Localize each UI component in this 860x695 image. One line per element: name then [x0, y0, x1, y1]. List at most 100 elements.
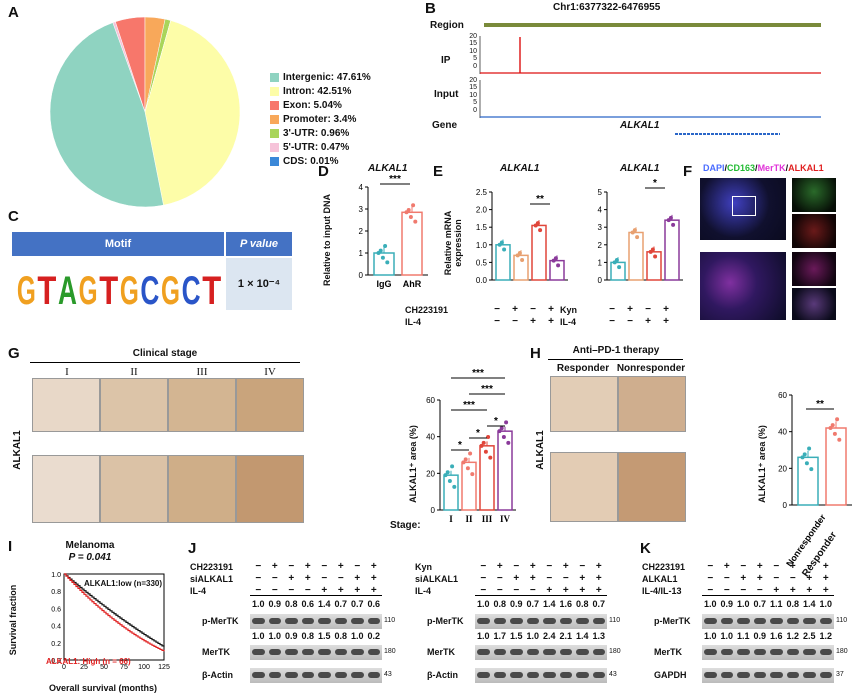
blot-band	[526, 618, 539, 624]
treatment-mark: +	[354, 585, 361, 596]
legend-label: Exon: 5.04%	[283, 99, 342, 111]
legend-label: Intron: 42.51%	[283, 85, 352, 97]
km-curve-high	[64, 573, 165, 652]
motif-header: Motif	[12, 232, 224, 256]
data-point	[465, 466, 470, 471]
blot-band	[819, 649, 832, 655]
treatment-mark: −	[271, 573, 278, 584]
panel-label-j: J	[188, 540, 197, 557]
y-tick-label: 2.5	[476, 188, 488, 197]
data-point	[671, 222, 676, 227]
data-point	[837, 437, 842, 442]
panel-h-ylabel: ALKAL1⁺ area (%)	[757, 425, 767, 503]
quant-value-mertk: 0.9	[753, 631, 767, 641]
x-tick-label: IgG	[377, 279, 392, 289]
bar-chart-e1: 0.0 0.5 1.0 1.5 2.0 2.5 **	[476, 188, 568, 285]
group-label-responder: Responder	[556, 363, 610, 374]
treatment-mark: −	[512, 316, 518, 327]
treatment-mark: −	[304, 585, 311, 596]
y-tick-label: 20	[778, 464, 787, 473]
blot-band	[704, 672, 717, 678]
treatment-mark: +	[595, 561, 602, 572]
y-tick-label: 3	[598, 223, 603, 232]
data-point	[830, 423, 835, 428]
blot-band	[334, 618, 347, 624]
treatment-mark: −	[546, 573, 553, 584]
treatment-mark: +	[663, 304, 669, 315]
blot-band	[367, 618, 380, 624]
input-yticks: 20 15 10 5 0	[469, 77, 477, 114]
quant-value-pmertk: 0.8	[786, 599, 800, 609]
panel-label-d: D	[318, 163, 329, 180]
data-point	[520, 258, 525, 263]
quant-value-pmertk: 0.7	[592, 599, 606, 609]
quant-value-pmertk: 0.7	[526, 599, 540, 609]
panel-label-g: G	[8, 345, 20, 362]
bar	[610, 261, 626, 281]
sig-marker: *	[476, 428, 480, 439]
quant-value-mertk: 1.0	[703, 631, 717, 641]
treatment-mark: +	[548, 316, 554, 327]
blot-band	[803, 649, 816, 655]
data-point	[635, 235, 640, 240]
panel-d-ylabel: Relative to input DNA	[322, 193, 332, 287]
km-high-label: ALKAL1: High (n = 66)	[46, 657, 131, 666]
pie-slice	[144, 20, 241, 206]
stain-label-part: MerTK	[757, 163, 786, 173]
data-point	[653, 254, 658, 259]
blot-band	[737, 672, 750, 678]
blot-strip	[475, 645, 607, 660]
data-point	[499, 426, 504, 431]
bar-chart-d: 0 1 2 3 4 IgG AhR ***	[359, 174, 428, 289]
data-point	[832, 431, 837, 436]
data-point	[468, 451, 473, 456]
treatment-mark: −	[480, 573, 487, 584]
legend-item: Exon: 5.04%	[270, 98, 371, 112]
treatment-label: Kyn	[560, 305, 578, 315]
treatment-mark: +	[822, 561, 829, 572]
lane-divider	[702, 595, 834, 596]
treatment-mark: +	[723, 561, 730, 572]
treatment-mark: −	[529, 585, 536, 596]
blot-band	[252, 649, 265, 655]
legend-swatch	[270, 72, 279, 82]
motif-letter: G	[17, 269, 36, 313]
blot-band	[803, 672, 816, 678]
y-tick-label: 40	[426, 433, 435, 442]
data-point	[506, 440, 511, 445]
treatment-mark: +	[496, 561, 503, 572]
gene-name: ALKAL1	[620, 120, 660, 131]
blot-band	[576, 618, 589, 624]
if-image-overview	[700, 178, 786, 240]
mw-marker: 180	[384, 648, 396, 655]
quant-value-mertk: 1.5	[317, 631, 331, 641]
y-tick-label: 0	[431, 506, 436, 515]
data-point	[809, 467, 814, 472]
quant-value-mertk: 1.2	[819, 631, 833, 641]
treatment-mark: −	[255, 585, 262, 596]
blot-band	[737, 618, 750, 624]
blot-band	[559, 672, 572, 678]
quant-value-pmertk: 0.8	[284, 599, 298, 609]
blot-band	[351, 649, 364, 655]
treatment-mark: −	[740, 585, 747, 596]
treatment-mark: +	[806, 573, 813, 584]
blot-band	[285, 672, 298, 678]
data-point	[497, 429, 502, 434]
y-tick-label: 1.0	[51, 572, 61, 579]
x-tick-label: 25	[80, 664, 88, 671]
blot-band	[819, 618, 832, 624]
blot-band	[301, 649, 314, 655]
quant-value-mertk: 0.8	[301, 631, 315, 641]
blot-label: β-Actin	[202, 670, 233, 680]
blot-band	[704, 649, 717, 655]
treatment-label: IL-4/IL-13	[642, 586, 682, 596]
legend-swatch	[270, 156, 279, 166]
quant-value-pmertk: 0.6	[301, 599, 315, 609]
blot-band	[786, 618, 799, 624]
y-tick-label: 60	[426, 396, 435, 405]
motif-letter: T	[202, 269, 221, 313]
treatment-mark: +	[354, 573, 361, 584]
quant-value-pmertk: 1.0	[819, 599, 833, 609]
treatment-mark: +	[271, 561, 278, 572]
